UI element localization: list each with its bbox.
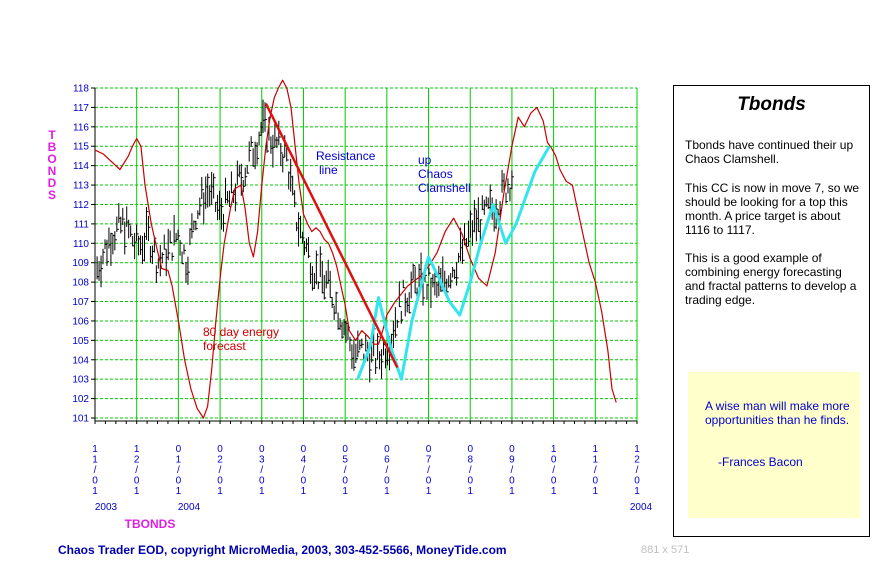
x-tick-label: 0 9/0 1 [509,444,515,497]
y-tick-label: 114 [73,161,89,172]
annotation-label: up [418,153,432,167]
quote-box: A wise man will make more opportunities … [688,372,860,518]
annotation-label: line [319,163,338,177]
x-tick-label: 0 7/0 1 [426,444,432,497]
x-tick-label: 1 1/0 1 [593,444,599,497]
y-tick-label: 107 [72,297,89,308]
y-tick-label: 115 [73,142,89,153]
year-label: 2003 [95,502,118,513]
panel-paragraph-2: This CC is now in move 7, so we should b… [685,181,860,237]
footer-credit: Chaos Trader EOD, copyright MicroMedia, … [58,543,507,557]
x-axis-title: TBONDS [125,517,176,531]
y-tick-label: 111 [74,219,90,230]
image-dimensions: 881 x 571 [641,544,690,556]
y-tick-label: 104 [72,355,89,366]
x-tick-label: 0 4/0 1 [301,444,307,497]
annotation-label: Resistance [316,149,376,163]
energy-forecast-line [94,79,617,419]
resistance-line [264,102,399,369]
year-label: 2004 [178,502,201,513]
commentary-panel: Tbonds Tbonds have continued their up Ch… [673,85,870,537]
y-tick-label: 106 [72,316,89,327]
y-tick-label: 109 [72,258,89,269]
year-label: 2004 [630,502,653,513]
y-tick-label: 116 [73,122,89,133]
x-tick-label: 0 6/0 1 [384,444,390,497]
panel-paragraph-1: Tbonds have continued their up Chaos Cla… [685,138,854,166]
x-tick-label: 0 3/0 1 [259,444,265,497]
y-tick-label: 110 [73,239,89,250]
chart-series [94,79,617,419]
y-tick-label: 103 [72,375,89,386]
x-tick-label: 1 2/0 1 [634,444,640,497]
x-tick-label: 0 2/0 1 [217,444,223,497]
chart-grid [94,87,638,421]
chart-axes [91,87,638,424]
x-tick-label: 0 5/0 1 [342,444,348,497]
y-tick-label: 112 [73,200,89,211]
y-tick-label: 101 [72,414,89,425]
clamshell-line [356,145,551,381]
x-tick-label: 0 1/0 1 [176,444,182,497]
annotation-label: 80 day energy [203,325,279,339]
y-tick-label: 117 [73,103,89,114]
y-tick-label: 118 [73,84,89,95]
x-tick-label: 1 1/0 1 [92,444,98,497]
panel-paragraph-3: This is a good example of combining ener… [685,251,857,307]
x-tick-label: 1 0/0 1 [551,444,557,497]
panel-title: Tbonds [737,94,806,115]
quote-text: A wise man will make more opportunities … [705,399,850,427]
annotation-label: forecast [203,339,246,353]
price-bars [96,99,514,383]
y-tick-label: 102 [72,394,89,405]
chart-labels: 101 102 103 104 105 106 107 108 109 110 111 112 113 1… [47,84,652,532]
annotation-label: Clamshell [418,181,471,195]
x-tick-label: 0 8/0 1 [467,444,473,497]
y-tick-label: 108 [72,278,89,289]
y-tick-label: 105 [72,336,89,347]
x-tick-label: 1 2/0 1 [134,444,140,497]
quote-author: -Frances Bacon [718,455,803,469]
annotation-label: Chaos [418,167,453,181]
y-tick-label: 113 [73,181,89,192]
